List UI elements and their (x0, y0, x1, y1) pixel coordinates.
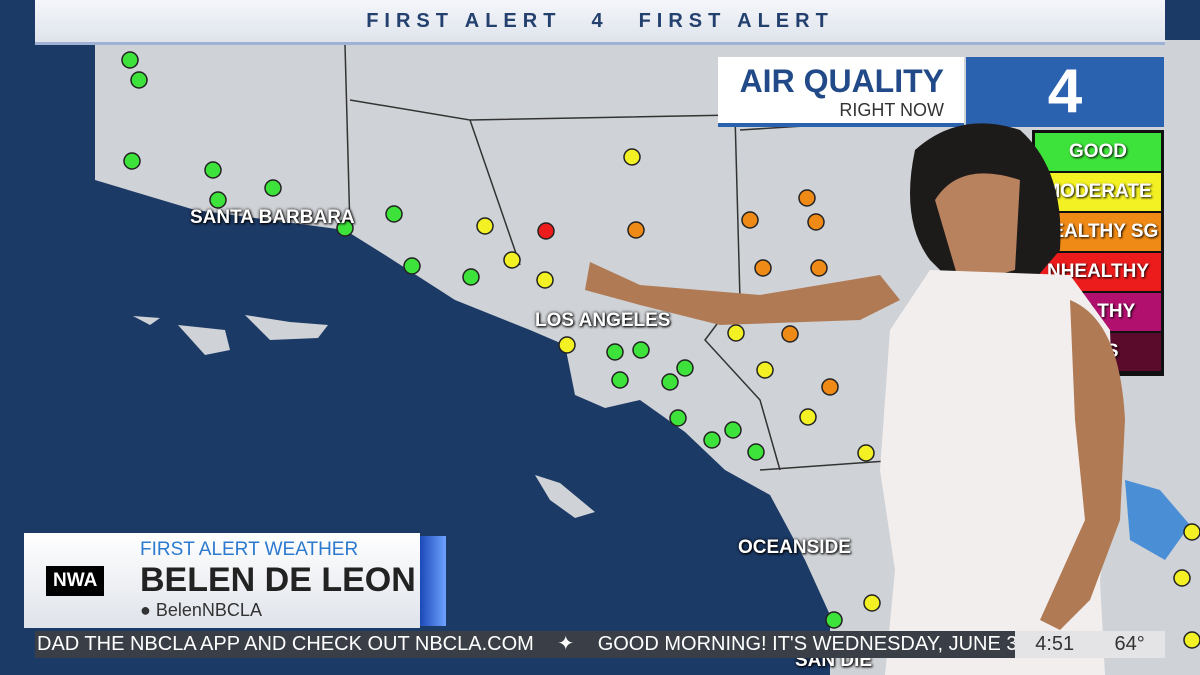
aqi-station-dot (264, 179, 282, 197)
aqi-station-dot (632, 341, 650, 359)
aqi-station-dot (825, 611, 843, 629)
aqi-station-dot (627, 221, 645, 239)
legend-item: NHEALTHY (1035, 253, 1161, 291)
social-handle-text: BelenNBCLA (155, 600, 262, 620)
aqi-station-dot (130, 71, 148, 89)
temperature: 64° (1114, 633, 1145, 655)
aqi-station-dot (724, 421, 742, 439)
aqi-station-dot (756, 361, 774, 379)
aqi-station-dot (703, 431, 721, 449)
social-handle: ● BelenNBCLA (140, 600, 262, 621)
nbc4-logo: 4 (966, 57, 1164, 127)
aqi-station-dot (476, 217, 494, 235)
first-alert-header: FIRST ALERT 4 FIRST ALERT (35, 0, 1165, 45)
aqi-station-dot (503, 251, 521, 269)
legend-item: MODERATE (1035, 173, 1161, 211)
nbc-peacock-icon: ✦ (557, 633, 575, 655)
aqi-station-dot (798, 189, 816, 207)
aqi-station-dot (1183, 523, 1200, 541)
aqi-station-dot (821, 378, 839, 396)
aqi-station-dot (810, 259, 828, 277)
aqi-station-dot (799, 408, 817, 426)
program-title: FIRST ALERT WEATHER (140, 539, 359, 560)
aqi-station-dot (1173, 569, 1191, 587)
air-quality-title-panel: AIR QUALITY RIGHT NOW (718, 57, 964, 127)
lake (1125, 480, 1190, 560)
aqi-station-dot (611, 371, 629, 389)
nbc4-logo: 4 (591, 9, 609, 32)
aqi-station-dot (403, 257, 421, 275)
aqi-station-dot (606, 343, 624, 361)
legend-item: GOOD (1035, 133, 1161, 171)
aqi-station-dot (669, 409, 687, 427)
island (245, 315, 328, 340)
header-right: FIRST ALERT (638, 9, 834, 32)
city-label-oceanside: OCEANSIDE (738, 537, 851, 558)
aqi-station-dot (123, 152, 141, 170)
nwa-badge: NWA (46, 566, 105, 596)
aqi-station-dot (1183, 631, 1200, 649)
aqi-station-dot (121, 51, 139, 69)
aqi-station-dot (661, 373, 679, 391)
presenter-name: BELEN DE LEON (140, 561, 416, 599)
aqi-station-dot (741, 211, 759, 229)
aqi-station-dot (385, 205, 403, 223)
aqi-station-dot (676, 359, 694, 377)
header-left: FIRST ALERT (366, 9, 562, 32)
aqi-station-dot (204, 161, 222, 179)
island (178, 325, 230, 355)
ticker-item: GOOD MORNING! IT'S WEDNESDAY, JUNE 30 (597, 633, 1015, 655)
aqi-station-dot (536, 271, 554, 289)
aqi-station-dot (781, 325, 799, 343)
aqi-station-dot (863, 594, 881, 612)
panel-subtitle: RIGHT NOW (839, 100, 944, 120)
aqi-station-dot (857, 444, 875, 462)
island (133, 316, 160, 325)
panel-title: AIR QUALITY (739, 63, 944, 99)
city-label-santa-barbara: SANTA BARBARA (190, 207, 355, 228)
facebook-icon: ● (140, 600, 151, 620)
island (535, 475, 595, 518)
time: 4:51 (1035, 633, 1075, 655)
aqi-station-dot (747, 443, 765, 461)
lower-third: NWA FIRST ALERT WEATHER BELEN DE LEON ● … (24, 533, 420, 628)
time-temp-box: 4:51 64° (1015, 631, 1165, 658)
ticker-item: DAD THE NBCLA APP AND CHECK OUT NBCLA.CO… (37, 633, 534, 655)
aqi-station-dot (336, 219, 354, 237)
lower-third-edge (420, 536, 446, 626)
aqi-station-dot (462, 268, 480, 286)
news-ticker: DAD THE NBCLA APP AND CHECK OUT NBCLA.CO… (35, 631, 1015, 658)
aqi-station-dot (537, 222, 555, 240)
aqi-station-dot (754, 259, 772, 277)
aqi-station-dot (623, 148, 641, 166)
aqi-station-dot (558, 336, 576, 354)
aqi-station-dot (727, 324, 745, 342)
aqi-station-dot (209, 191, 227, 209)
aqi-station-dot (807, 213, 825, 231)
city-label-los-angeles: LOS ANGELES (535, 310, 671, 331)
